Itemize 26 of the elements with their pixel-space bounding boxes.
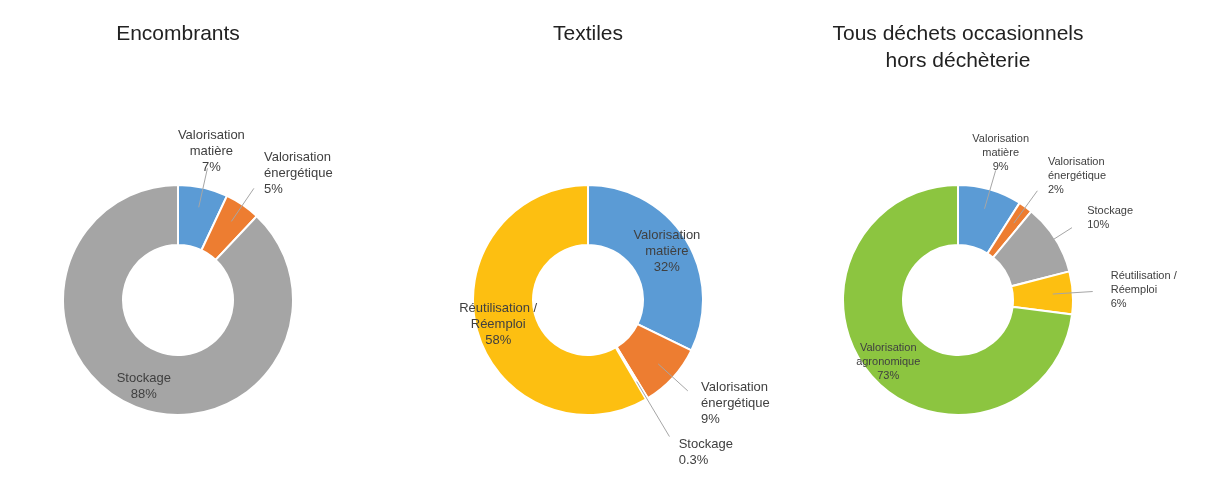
donut-slice bbox=[62, 184, 294, 416]
data-label: 32% bbox=[653, 258, 681, 274]
slice-label: Valorisation énergétique bbox=[701, 379, 770, 411]
data-label: 9% bbox=[992, 160, 1009, 173]
data-label: 7% bbox=[201, 158, 222, 174]
slice-label: Valorisation matière bbox=[177, 126, 245, 158]
chart-title: Textiles bbox=[552, 21, 624, 44]
data-label: 58% bbox=[485, 332, 512, 348]
data-label: 10% bbox=[1087, 218, 1110, 231]
slice-label: Valorisation matière bbox=[972, 132, 1030, 159]
slice-label: Stockage bbox=[678, 436, 733, 452]
data-label: 6% bbox=[1110, 297, 1127, 310]
data-label: 5% bbox=[264, 181, 284, 197]
data-label: 9% bbox=[701, 411, 721, 427]
data-label: 2% bbox=[1047, 183, 1065, 196]
slice-label: Valorisation énergétique bbox=[264, 149, 333, 181]
data-label: 73% bbox=[877, 368, 900, 381]
slice-label: Valorisation énergétique bbox=[1047, 155, 1107, 182]
slice-label: Réutilisation / Réemploi bbox=[1110, 269, 1178, 296]
chart-title: Tous déchets occasionnels hors déchèterie bbox=[832, 21, 1084, 71]
donut-slice bbox=[842, 184, 1074, 416]
data-label: 88% bbox=[130, 386, 158, 402]
chart-title: Encombrants bbox=[116, 21, 240, 44]
data-label: 0.3% bbox=[678, 452, 709, 468]
slice-label: Stockage bbox=[116, 370, 171, 386]
slice-label: Stockage bbox=[1087, 204, 1134, 217]
